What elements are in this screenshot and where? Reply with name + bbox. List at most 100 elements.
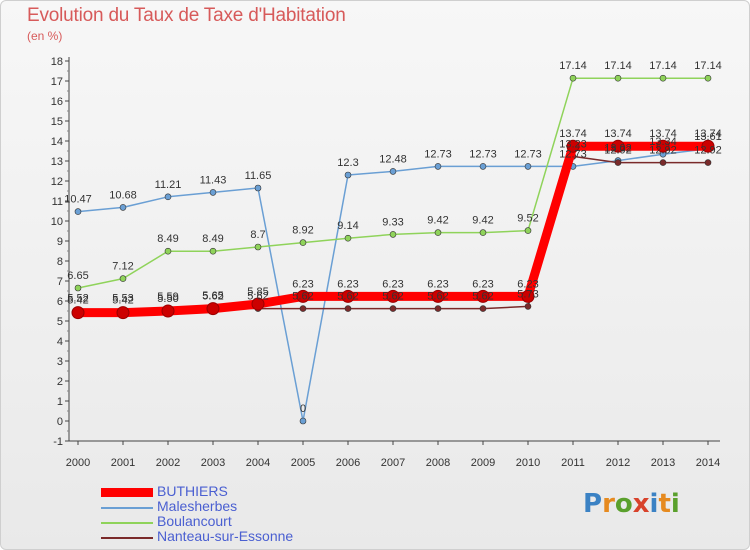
data-label: 5.62 (427, 291, 448, 303)
data-point (434, 305, 442, 312)
logo-letter: P (583, 489, 603, 519)
data-label: 5.62 (292, 291, 313, 303)
data-point (476, 289, 490, 303)
data-label: 6.65 (67, 270, 88, 282)
data-point (206, 302, 220, 316)
data-label: 5.42 (67, 295, 88, 307)
legend-label-malesherbes: Malesherbes (157, 498, 238, 514)
y-tick-label: 5 (57, 316, 63, 328)
x-tick-label: 2013 (651, 457, 675, 469)
y-tick-label: 17 (51, 76, 63, 88)
data-point (431, 289, 445, 303)
data-label: 5.62 (247, 291, 268, 303)
data-label: 5.62 (337, 291, 358, 303)
data-label: 12.92 (694, 145, 722, 157)
data-label: 8.49 (157, 233, 178, 245)
data-label: 10.47 (64, 194, 92, 206)
data-label: 8.7 (250, 229, 265, 241)
y-tick-label: 8 (57, 256, 63, 268)
data-point (71, 306, 85, 320)
data-label: 5.65 (202, 290, 223, 302)
data-point (254, 184, 262, 192)
data-point (74, 284, 82, 292)
logo-letter: x (632, 489, 650, 519)
data-label: 9.52 (517, 213, 538, 225)
data-label: 9.14 (337, 220, 358, 232)
y-tick-label: 4 (57, 336, 63, 348)
y-tick-label: 10 (51, 216, 63, 228)
data-label: 5.62 (202, 291, 223, 303)
data-point (299, 417, 307, 425)
data-point (389, 231, 397, 238)
data-point (209, 189, 217, 196)
data-point (74, 208, 82, 215)
data-point (389, 305, 397, 312)
data-label: 12.73 (469, 148, 497, 160)
data-point (614, 74, 622, 82)
x-tick-label: 2014 (696, 457, 720, 469)
data-label: 17.14 (604, 60, 632, 72)
data-point (611, 139, 625, 153)
data-label: 13.34 (649, 136, 677, 148)
data-label: 12.73 (559, 148, 587, 160)
y-tick-label: -1 (53, 436, 63, 448)
x-tick-label: 2007 (381, 457, 405, 469)
data-label: 11.43 (200, 174, 227, 186)
data-point (614, 159, 622, 166)
legend-label-buthiers: BUTHIERS (157, 483, 228, 499)
legend-item-boulancourt: Boulancourt (101, 513, 341, 531)
y-tick-label: 9 (57, 236, 63, 248)
legend-item-malesherbes: Malesherbes (101, 498, 341, 516)
x-tick-label: 2002 (156, 457, 180, 469)
data-point (521, 289, 535, 303)
data-label: 12.48 (379, 153, 407, 165)
data-point (209, 247, 217, 255)
data-point (434, 229, 442, 236)
data-label: 11.21 (155, 179, 182, 191)
data-label: 5.59 (157, 291, 178, 303)
data-point (524, 303, 532, 310)
x-tick-label: 2012 (606, 457, 630, 469)
data-point (254, 243, 262, 251)
y-tick-label: 6 (57, 296, 63, 308)
unit-label: (en %) (27, 29, 63, 43)
x-tick-label: 2010 (516, 457, 540, 469)
legend-label-nanteau: Nanteau-sur-Essonne (157, 528, 294, 544)
data-point (479, 305, 487, 312)
data-label: 17.14 (694, 60, 722, 72)
data-point (479, 163, 487, 170)
y-tick-label: 13 (51, 156, 63, 168)
data-point (119, 204, 127, 211)
data-point (161, 304, 175, 318)
data-point (299, 305, 307, 312)
data-point (119, 275, 127, 282)
data-label: 5.62 (382, 291, 403, 303)
data-point (116, 306, 130, 320)
data-label: 12.73 (424, 148, 452, 160)
data-label: 0 (300, 403, 306, 415)
data-label: 12.3 (337, 157, 358, 169)
data-label: 17.14 (649, 60, 677, 72)
data-point (386, 289, 400, 303)
data-point (344, 171, 352, 179)
legend-item-nanteau: Nanteau-sur-Essonne (101, 528, 341, 546)
data-label: 9.42 (427, 215, 448, 227)
x-tick-label: 2001 (111, 457, 135, 469)
data-point (479, 229, 487, 236)
y-tick-label: 16 (51, 96, 63, 108)
data-point (656, 139, 670, 153)
chart-title: Evolution du Taux de Taxe d'Habitation (27, 5, 346, 26)
data-point (344, 234, 352, 242)
data-point (524, 227, 532, 234)
data-label: 12.92 (604, 145, 632, 157)
data-point (704, 159, 712, 166)
y-tick-label: 3 (57, 356, 63, 368)
legend-swatch-boulancourt (101, 522, 153, 524)
y-tick-label: 1 (57, 396, 63, 408)
data-label: 9.42 (472, 215, 493, 227)
y-tick-label: 2 (57, 376, 63, 388)
data-point (701, 139, 715, 153)
data-label: 10.68 (109, 189, 137, 201)
data-label: 12.92 (649, 145, 677, 157)
